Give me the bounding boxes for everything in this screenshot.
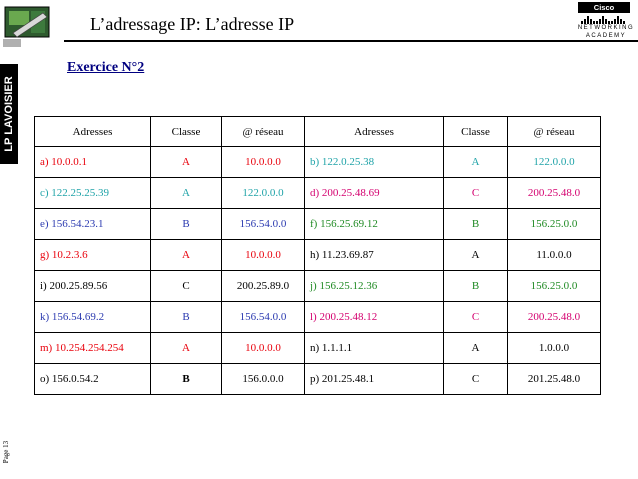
network-cell: 200.25.89.0 — [221, 270, 305, 302]
cisco-academy-label: ACADEMY — [585, 33, 627, 39]
network-cell: 200.25.48.0 — [507, 301, 601, 333]
table-row: a) 10.0.0.1 A 10.0.0.0 b) 122.0.25.38 A 122.0… — [34, 146, 601, 178]
cisco-bars-icon — [581, 16, 629, 24]
class-cell: C — [150, 270, 222, 302]
address-cell: c) 122.25.25.39 — [34, 177, 151, 209]
network-cell: 156.54.0.0 — [221, 208, 305, 240]
network-cell: 122.0.0.0 — [507, 146, 601, 178]
table-row: e) 156.54.23.1 B 156.54.0.0 f) 156.25.69.12… — [34, 208, 601, 240]
address-cell: a) 10.0.0.1 — [34, 146, 151, 178]
network-cell: 10.0.0.0 — [221, 146, 305, 178]
page-number: Page 13 — [2, 440, 10, 464]
network-cell: 1.0.0.0 — [507, 332, 601, 364]
address-cell: n) 1.1.1.1 — [304, 332, 444, 364]
table-row: m) 10.254.254.254 A 10.0.0.0 n) 1.1.1.1 A 1.0… — [34, 332, 601, 364]
table-row: o) 156.0.54.2 B 156.0.0.0 p) 201.25.48.1 C 20… — [34, 363, 601, 395]
address-cell: g) 10.2.3.6 — [34, 239, 151, 271]
address-cell: j) 156.25.12.36 — [304, 270, 444, 302]
column-header: @ réseau — [221, 116, 305, 147]
header-divider — [64, 40, 638, 42]
cisco-academy-logo: Cisco Systems NETWORKING ACADEMY — [575, 2, 637, 48]
network-cell: 200.25.48.0 — [507, 177, 601, 209]
class-cell: B — [150, 301, 222, 333]
address-cell: e) 156.54.23.1 — [34, 208, 151, 240]
class-cell: A — [150, 332, 222, 364]
class-cell: A — [443, 146, 508, 178]
column-header: Classe — [150, 116, 222, 147]
page-title: L’adressage IP: L’adresse IP — [90, 14, 295, 34]
address-cell: m) 10.254.254.254 — [34, 332, 151, 364]
column-header: Classe — [443, 116, 508, 147]
column-header: Adresses — [34, 116, 151, 147]
cisco-networking-label: NETWORKING — [577, 25, 635, 31]
address-cell: d) 200.25.48.69 — [304, 177, 444, 209]
exercise-title: Exercice N°2 — [67, 60, 145, 75]
class-cell: B — [150, 208, 222, 240]
column-header: @ réseau — [507, 116, 601, 147]
network-cell: 156.25.0.0 — [507, 208, 601, 240]
table-header-row: Adresses Classe @ réseau Adresses Classe… — [34, 116, 601, 147]
class-cell: A — [150, 146, 222, 178]
class-cell: C — [443, 301, 508, 333]
class-cell: A — [150, 177, 222, 209]
network-cell: 10.0.0.0 — [221, 239, 305, 271]
ip-class-table: Adresses Classe @ réseau Adresses Classe… — [34, 116, 601, 395]
table-row: c) 122.25.25.39 A 122.0.0.0 d) 200.25.48.69… — [34, 177, 601, 209]
table-row: g) 10.2.3.6 A 10.0.0.0 h) 11.23.69.87 A 11.0.… — [34, 239, 601, 271]
address-cell: i) 200.25.89.56 — [34, 270, 151, 302]
table-row: i) 200.25.89.56 C 200.25.89.0 j) 156.25.12.… — [34, 270, 601, 302]
network-cell: 156.25.0.0 — [507, 270, 601, 302]
sidebar-school-block — [0, 64, 18, 164]
address-cell: h) 11.23.69.87 — [304, 239, 444, 271]
network-cell: 156.54.0.0 — [221, 301, 305, 333]
address-cell: k) 156.54.69.2 — [34, 301, 151, 333]
network-cell: 10.0.0.0 — [221, 332, 305, 364]
school-logo-icon — [3, 6, 50, 47]
class-cell: A — [443, 332, 508, 364]
cisco-wordmark: Cisco Systems — [578, 2, 630, 23]
network-cell: 122.0.0.0 — [221, 177, 305, 209]
network-cell: 11.0.0.0 — [507, 239, 601, 271]
column-header: Adresses — [304, 116, 444, 147]
class-cell: B — [443, 208, 508, 240]
class-cell: C — [443, 363, 508, 395]
class-cell: A — [150, 239, 222, 271]
class-cell: C — [443, 177, 508, 209]
class-cell: A — [443, 239, 508, 271]
table-row: k) 156.54.69.2 B 156.54.0.0 l) 200.25.48.12… — [34, 301, 601, 333]
network-cell: 156.0.0.0 — [221, 363, 305, 395]
address-cell: p) 201.25.48.1 — [304, 363, 444, 395]
network-cell: 201.25.48.0 — [507, 363, 601, 395]
address-cell: f) 156.25.69.12 — [304, 208, 444, 240]
sidebar-school-label: LP LAVOISIER — [3, 76, 15, 152]
address-cell: l) 200.25.48.12 — [304, 301, 444, 333]
class-cell: B — [150, 363, 222, 395]
class-cell: B — [443, 270, 508, 302]
address-cell: o) 156.0.54.2 — [34, 363, 151, 395]
address-cell: b) 122.0.25.38 — [304, 146, 444, 178]
